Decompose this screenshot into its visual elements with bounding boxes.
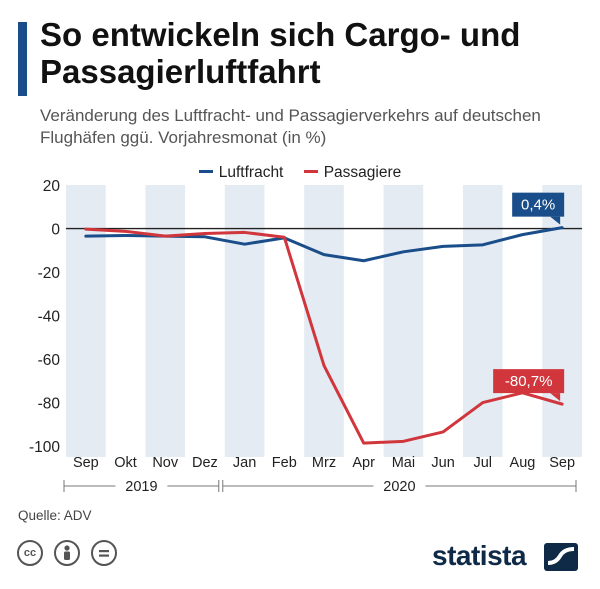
callout-box xyxy=(512,192,565,217)
x-tick-label: Mai xyxy=(392,455,415,471)
year-label: 2020 xyxy=(383,479,415,495)
column-band xyxy=(383,185,424,457)
brand-name: statista xyxy=(432,540,527,571)
y-tick-label: -20 xyxy=(38,265,61,282)
x-tick-label: Sep xyxy=(549,455,575,471)
source-note: Quelle: ADV xyxy=(18,508,92,523)
legend-swatch-luftfracht xyxy=(198,170,213,174)
y-tick-label: -40 xyxy=(38,309,61,326)
callout-label: 0,4% xyxy=(521,197,555,214)
x-tick-label: Jul xyxy=(473,455,492,471)
column-band xyxy=(462,185,503,457)
x-tick-label: Sep xyxy=(73,455,99,471)
column-band xyxy=(542,185,582,457)
x-tick-label: Mrz xyxy=(312,455,336,471)
y-tick-label: 20 xyxy=(43,178,61,195)
creative-commons-icon: cc xyxy=(17,540,43,566)
line-chart: 20 0 -20 -40 -60 -80 -100 Sep Okt Nov Dez Jan Feb Mrz… xyxy=(29,178,582,495)
legend-swatch-passagiere xyxy=(303,170,318,174)
x-tick-label: Jan xyxy=(233,455,256,471)
x-tick-label: Okt xyxy=(114,455,137,471)
statista-logo-icon xyxy=(544,543,578,571)
y-tick-label: -60 xyxy=(38,352,61,369)
equals-icon xyxy=(99,550,109,557)
column-band xyxy=(145,185,186,457)
y-tick-label: -100 xyxy=(29,439,60,456)
attribution-icon xyxy=(54,540,80,566)
x-tick-label: Apr xyxy=(352,455,375,471)
y-tick-label: 0 xyxy=(51,222,60,239)
chart-title: So entwickeln sich Cargo- und Passagierl… xyxy=(40,16,521,90)
chart-legend: Luftfracht Passagiere xyxy=(0,164,600,182)
callout-box xyxy=(493,369,565,394)
chart-subtitle: Veränderung des Luftfracht- und Passagie… xyxy=(40,106,541,147)
legend-item-passagiere: Passagiere xyxy=(303,164,402,182)
person-icon xyxy=(64,545,70,560)
column-band xyxy=(224,185,265,457)
title-accent-bar xyxy=(18,22,27,96)
legend-label-passagiere: Passagiere xyxy=(323,164,402,181)
y-tick-label: -80 xyxy=(38,396,61,413)
x-tick-label: Jun xyxy=(431,455,454,471)
callout-pointer xyxy=(550,393,561,402)
x-tick-label: Aug xyxy=(510,455,536,471)
legend-item-luftfracht: Luftfracht xyxy=(198,164,284,182)
callout-pointer xyxy=(550,216,561,225)
year-label: 2019 xyxy=(125,479,157,495)
no-derivatives-icon xyxy=(91,540,117,566)
column-band xyxy=(66,185,106,457)
legend-label-luftfracht: Luftfracht xyxy=(218,164,284,181)
x-tick-label: Dez xyxy=(192,455,218,471)
x-tick-label: Feb xyxy=(272,455,297,471)
callout-label: -80,7% xyxy=(505,373,553,390)
x-tick-label: Nov xyxy=(152,455,179,471)
